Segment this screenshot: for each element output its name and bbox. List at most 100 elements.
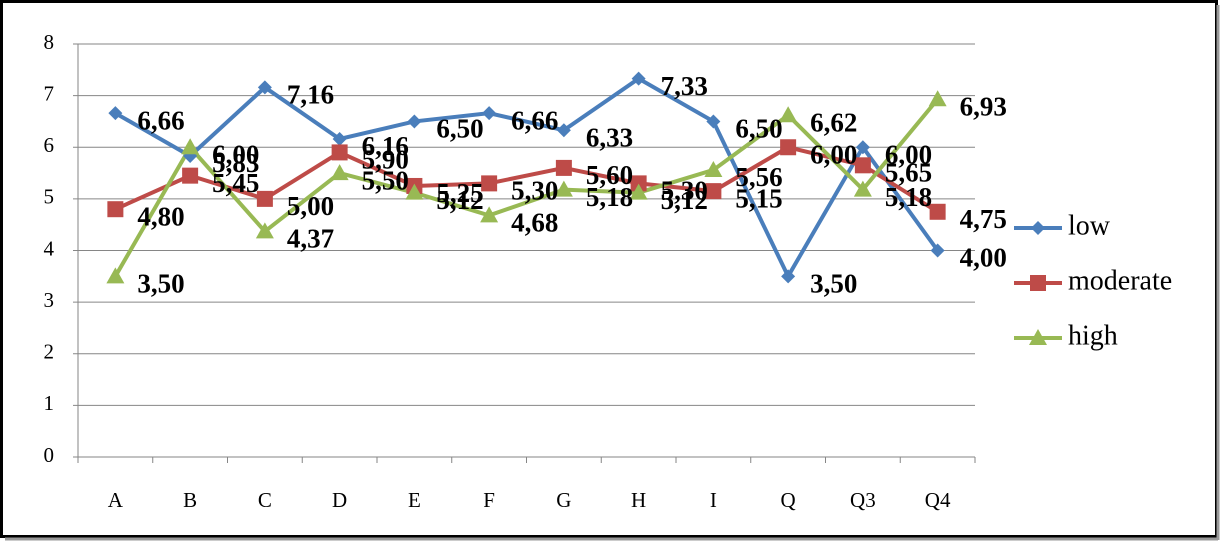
data-point bbox=[482, 106, 497, 121]
data-point bbox=[855, 140, 870, 155]
x-tick-label: I bbox=[710, 488, 717, 512]
x-tick-label: D bbox=[332, 488, 347, 512]
data-point bbox=[556, 123, 571, 138]
legend-label: moderate bbox=[1068, 265, 1172, 296]
y-tick-label: 6 bbox=[44, 133, 55, 157]
data-point bbox=[555, 159, 572, 176]
data-point bbox=[630, 175, 647, 192]
x-tick-label: F bbox=[483, 488, 495, 512]
data-point bbox=[929, 203, 946, 220]
data-point bbox=[629, 183, 648, 200]
data-label: 5,50 bbox=[362, 165, 409, 195]
data-label: 7,16 bbox=[287, 80, 334, 110]
y-tick-label: 2 bbox=[44, 340, 55, 364]
data-label: 4,00 bbox=[960, 243, 1007, 273]
data-label: 5,30 bbox=[661, 176, 708, 206]
x-tick-label: G bbox=[556, 488, 571, 512]
data-label: 5,45 bbox=[212, 168, 259, 198]
data-label: 4,68 bbox=[511, 208, 558, 238]
y-tick-label: 8 bbox=[44, 30, 55, 54]
data-point bbox=[930, 243, 945, 258]
x-tick-label: Q4 bbox=[925, 488, 951, 512]
data-label: 6,66 bbox=[137, 105, 184, 135]
data-point bbox=[554, 180, 573, 197]
data-point bbox=[780, 139, 797, 156]
data-label: 6,50 bbox=[436, 114, 483, 144]
data-point bbox=[779, 106, 798, 123]
x-tick-label: B bbox=[183, 488, 197, 512]
data-point bbox=[781, 269, 796, 284]
data-point bbox=[705, 183, 722, 200]
data-point bbox=[331, 144, 348, 161]
data-point bbox=[853, 180, 872, 197]
data-label: 6,62 bbox=[810, 107, 857, 137]
data-label: 6,00 bbox=[810, 139, 857, 169]
data-point bbox=[255, 222, 274, 239]
data-point bbox=[631, 71, 646, 86]
data-point bbox=[257, 80, 272, 95]
data-label: 5,00 bbox=[287, 191, 334, 221]
data-label: 5,56 bbox=[735, 162, 782, 192]
data-point bbox=[106, 267, 125, 284]
data-label: 5,18 bbox=[885, 182, 932, 212]
data-label: 6,00 bbox=[885, 139, 932, 169]
y-tick-label: 0 bbox=[44, 443, 55, 467]
series-line bbox=[113, 97, 940, 278]
data-label: 3,50 bbox=[137, 269, 184, 299]
data-label: 6,50 bbox=[735, 114, 782, 144]
data-label: 5,15 bbox=[735, 183, 782, 213]
data-label: 5,12 bbox=[436, 185, 483, 215]
x-tick-label: Q3 bbox=[850, 488, 876, 512]
data-point bbox=[182, 167, 199, 184]
data-label: 5,60 bbox=[586, 160, 633, 190]
data-label: 5,65 bbox=[885, 158, 932, 188]
data-label: 4,37 bbox=[287, 224, 334, 254]
y-tick-label: 7 bbox=[44, 81, 55, 105]
x-tick-label: C bbox=[258, 488, 272, 512]
data-label: 5,18 bbox=[586, 182, 633, 212]
x-tick-label: A bbox=[108, 488, 124, 512]
legend-marker bbox=[1029, 329, 1047, 345]
data-label: 5,83 bbox=[212, 148, 259, 178]
data-point bbox=[405, 183, 424, 200]
x-tick-label: Q bbox=[781, 488, 796, 512]
data-point bbox=[706, 114, 721, 129]
data-point bbox=[928, 90, 947, 107]
data-label: 6,00 bbox=[212, 139, 259, 169]
data-point bbox=[407, 114, 422, 129]
data-point bbox=[181, 138, 200, 155]
y-tick-label: 1 bbox=[44, 391, 55, 415]
data-label: 4,80 bbox=[137, 201, 184, 231]
data-label: 3,50 bbox=[810, 269, 857, 299]
x-tick-label: E bbox=[408, 488, 421, 512]
data-label: 5,25 bbox=[436, 178, 483, 208]
data-label: 5,12 bbox=[661, 185, 708, 215]
data-label: 7,33 bbox=[661, 71, 708, 101]
y-tick-label: 5 bbox=[44, 185, 55, 209]
y-tick-label: 4 bbox=[44, 236, 55, 260]
data-point bbox=[481, 175, 498, 192]
data-label: 6,66 bbox=[511, 105, 558, 135]
data-label: 5,90 bbox=[362, 145, 409, 175]
series-line bbox=[114, 145, 939, 214]
data-point bbox=[704, 160, 723, 177]
data-label: 5,30 bbox=[511, 176, 558, 206]
series-line bbox=[114, 76, 940, 281]
data-point bbox=[108, 106, 123, 121]
legend-label: high bbox=[1068, 320, 1118, 351]
y-tick-label: 3 bbox=[44, 288, 55, 312]
legend-marker bbox=[1030, 275, 1046, 291]
x-tick-label: H bbox=[631, 488, 646, 512]
data-point bbox=[330, 164, 349, 181]
data-point bbox=[854, 157, 871, 174]
data-label: 4,75 bbox=[960, 204, 1007, 234]
legend-marker bbox=[1031, 221, 1045, 235]
data-point bbox=[107, 201, 124, 218]
data-label: 6,16 bbox=[362, 131, 409, 161]
data-point bbox=[332, 131, 347, 146]
data-point bbox=[256, 190, 273, 207]
data-point bbox=[480, 206, 499, 223]
